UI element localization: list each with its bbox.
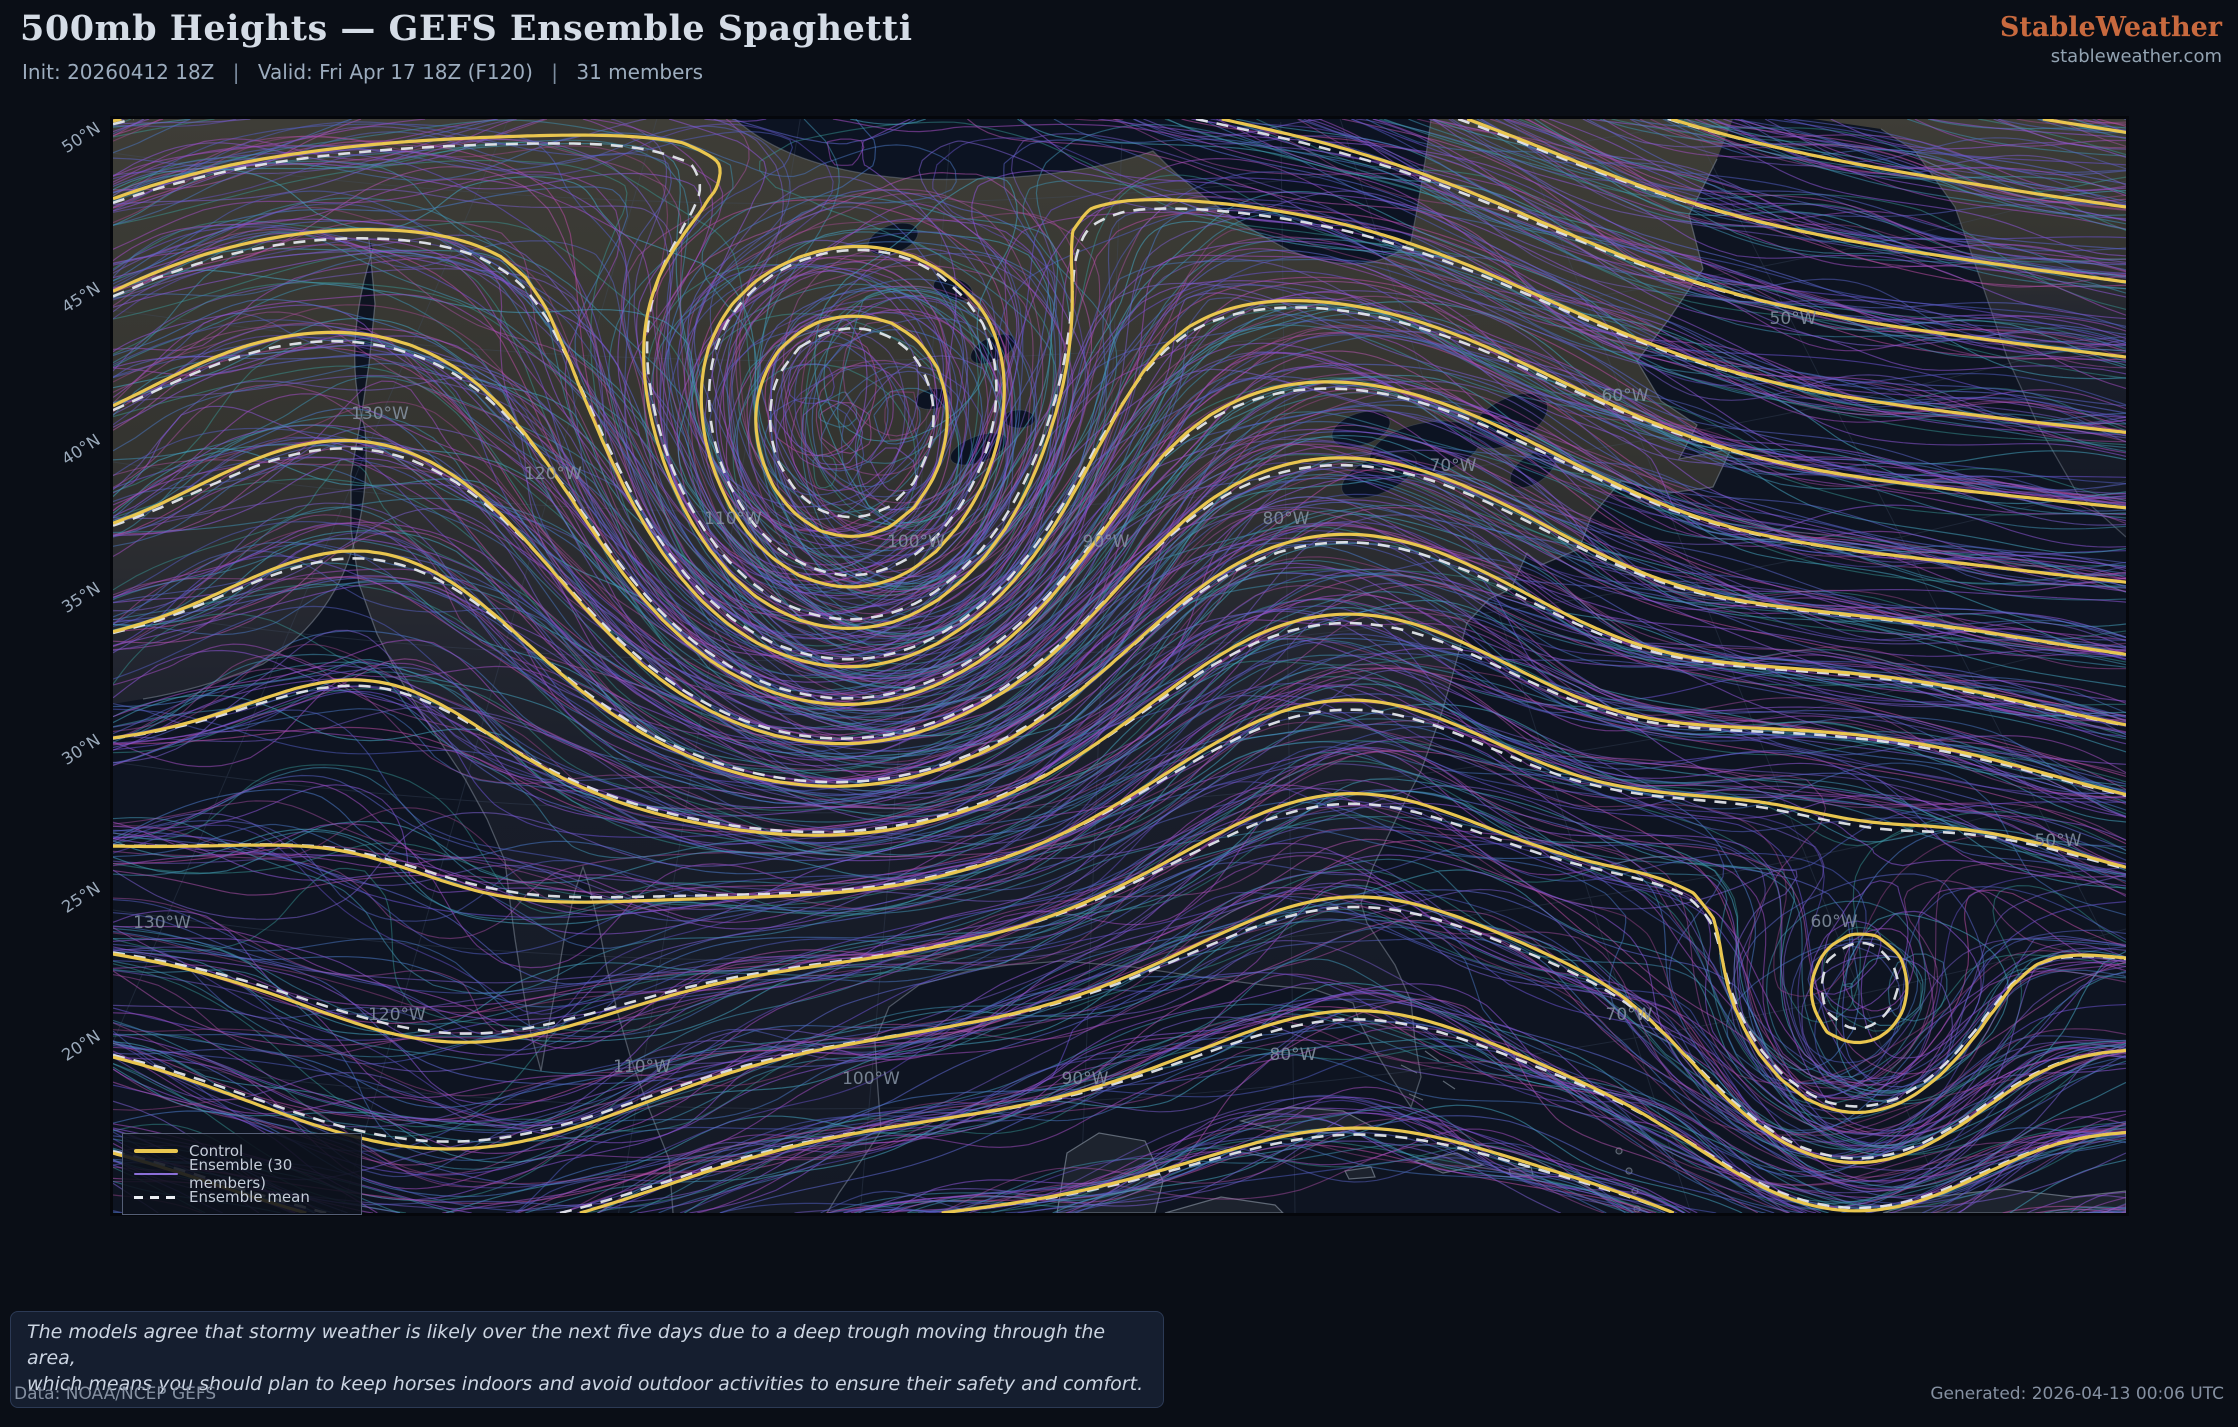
mean-line-swatch: [134, 1195, 178, 1199]
lon-tick-label: 80°W: [1270, 1045, 1317, 1065]
lon-tick-label: 110°W: [613, 1057, 671, 1077]
brand-logo: StableWeather: [1999, 12, 2222, 43]
separator: |: [232, 60, 240, 84]
legend-label: Ensemble (30 members): [189, 1156, 293, 1192]
summary-note: The models agree that stormy weather is …: [10, 1311, 1164, 1409]
lon-tick-label: 70°W: [1606, 1005, 1653, 1025]
lon-tick-label: 110°W: [704, 509, 762, 529]
legend-label: Ensemble mean: [189, 1188, 310, 1206]
lon-tick-label: 100°W: [887, 532, 945, 552]
ensemble-member-line: [113, 119, 2126, 1213]
land-layer: [113, 119, 2126, 1213]
lon-tick-label: 90°W: [1062, 1069, 1109, 1089]
map-legend: Control Ensemble (30 members) Ensemble m…: [122, 1133, 362, 1215]
generated-timestamp: Generated: 2026-04-13 00:06 UTC: [1930, 1384, 2224, 1404]
brand-block: StableWeather stableweather.com: [2000, 12, 2222, 67]
lat-tick-label: 45°N: [58, 278, 104, 317]
legend-row-ensemble: Ensemble (30 members): [134, 1156, 350, 1192]
lon-tick-label: 70°W: [1430, 456, 1477, 476]
lat-tick-label: 25°N: [58, 878, 104, 917]
map-panel: 130°W 120°W 110°W 100°W 90°W 80°W 70°W 60°W 50°W…: [110, 116, 2129, 1216]
brand-domain: stableweather.com: [2050, 46, 2222, 67]
page-title: 500mb Heights — GEFS Ensemble Spaghetti: [20, 8, 913, 49]
lat-tick-label: 35°N: [58, 578, 104, 617]
data-source: Data: NOAA/NCEP GEFS: [14, 1384, 217, 1404]
legend-row-control: Control: [134, 1142, 350, 1160]
legend-label: Control: [189, 1142, 244, 1160]
lat-tick-label: 30°N: [58, 730, 104, 769]
weather-map-canvas: 130°W 120°W 110°W 100°W 90°W 80°W 70°W 60°W 50°W…: [113, 119, 2126, 1213]
lat-tick-label: 20°N: [58, 1026, 104, 1065]
run-info: Init: 20260412 18Z | Valid: Fri Apr 17 1…: [22, 60, 703, 84]
summary-note-line2: which means you should plan to keep hors…: [27, 1372, 1144, 1395]
ensemble-member-line: [113, 119, 2126, 1213]
summary-note-line1: The models agree that stormy weather is …: [27, 1321, 1106, 1369]
lon-tick-label: 100°W: [842, 1069, 900, 1089]
lon-tick-label: 80°W: [1263, 509, 1310, 529]
lon-tick-label: 130°W: [133, 913, 191, 933]
ensemble-member-line: [113, 119, 2126, 1213]
member-count: 31 members: [576, 60, 704, 84]
separator: |: [551, 60, 558, 84]
lon-labels-layer: 130°W 120°W 110°W 100°W 90°W 80°W 70°W 60°W 50°W…: [133, 309, 2082, 1089]
legend-row-mean: Ensemble mean: [134, 1188, 350, 1206]
lon-tick-label: 90°W: [1083, 532, 1130, 552]
lon-tick-label: 60°W: [1811, 912, 1858, 932]
lon-tick-label: 60°W: [1602, 386, 1649, 406]
lat-tick-label: 50°N: [58, 118, 104, 157]
lat-tick-label: 40°N: [58, 430, 104, 469]
lon-tick-label: 120°W: [368, 1005, 426, 1025]
lon-tick-label: 50°W: [2035, 831, 2082, 851]
ensemble-member-line: [113, 119, 2126, 1213]
init-time: Init: 20260412 18Z: [22, 60, 215, 84]
ensemble-mean-layer: [113, 119, 2126, 1213]
control-line-swatch: [134, 1149, 178, 1153]
lon-tick-label: 50°W: [1770, 309, 1817, 329]
lon-tick-label: 120°W: [524, 464, 582, 484]
valid-time: Valid: Fri Apr 17 18Z (F120): [257, 60, 533, 84]
lon-tick-label: 130°W: [351, 404, 409, 424]
ensemble-line-swatch: [134, 1172, 178, 1176]
control-layer: [113, 119, 2126, 1213]
